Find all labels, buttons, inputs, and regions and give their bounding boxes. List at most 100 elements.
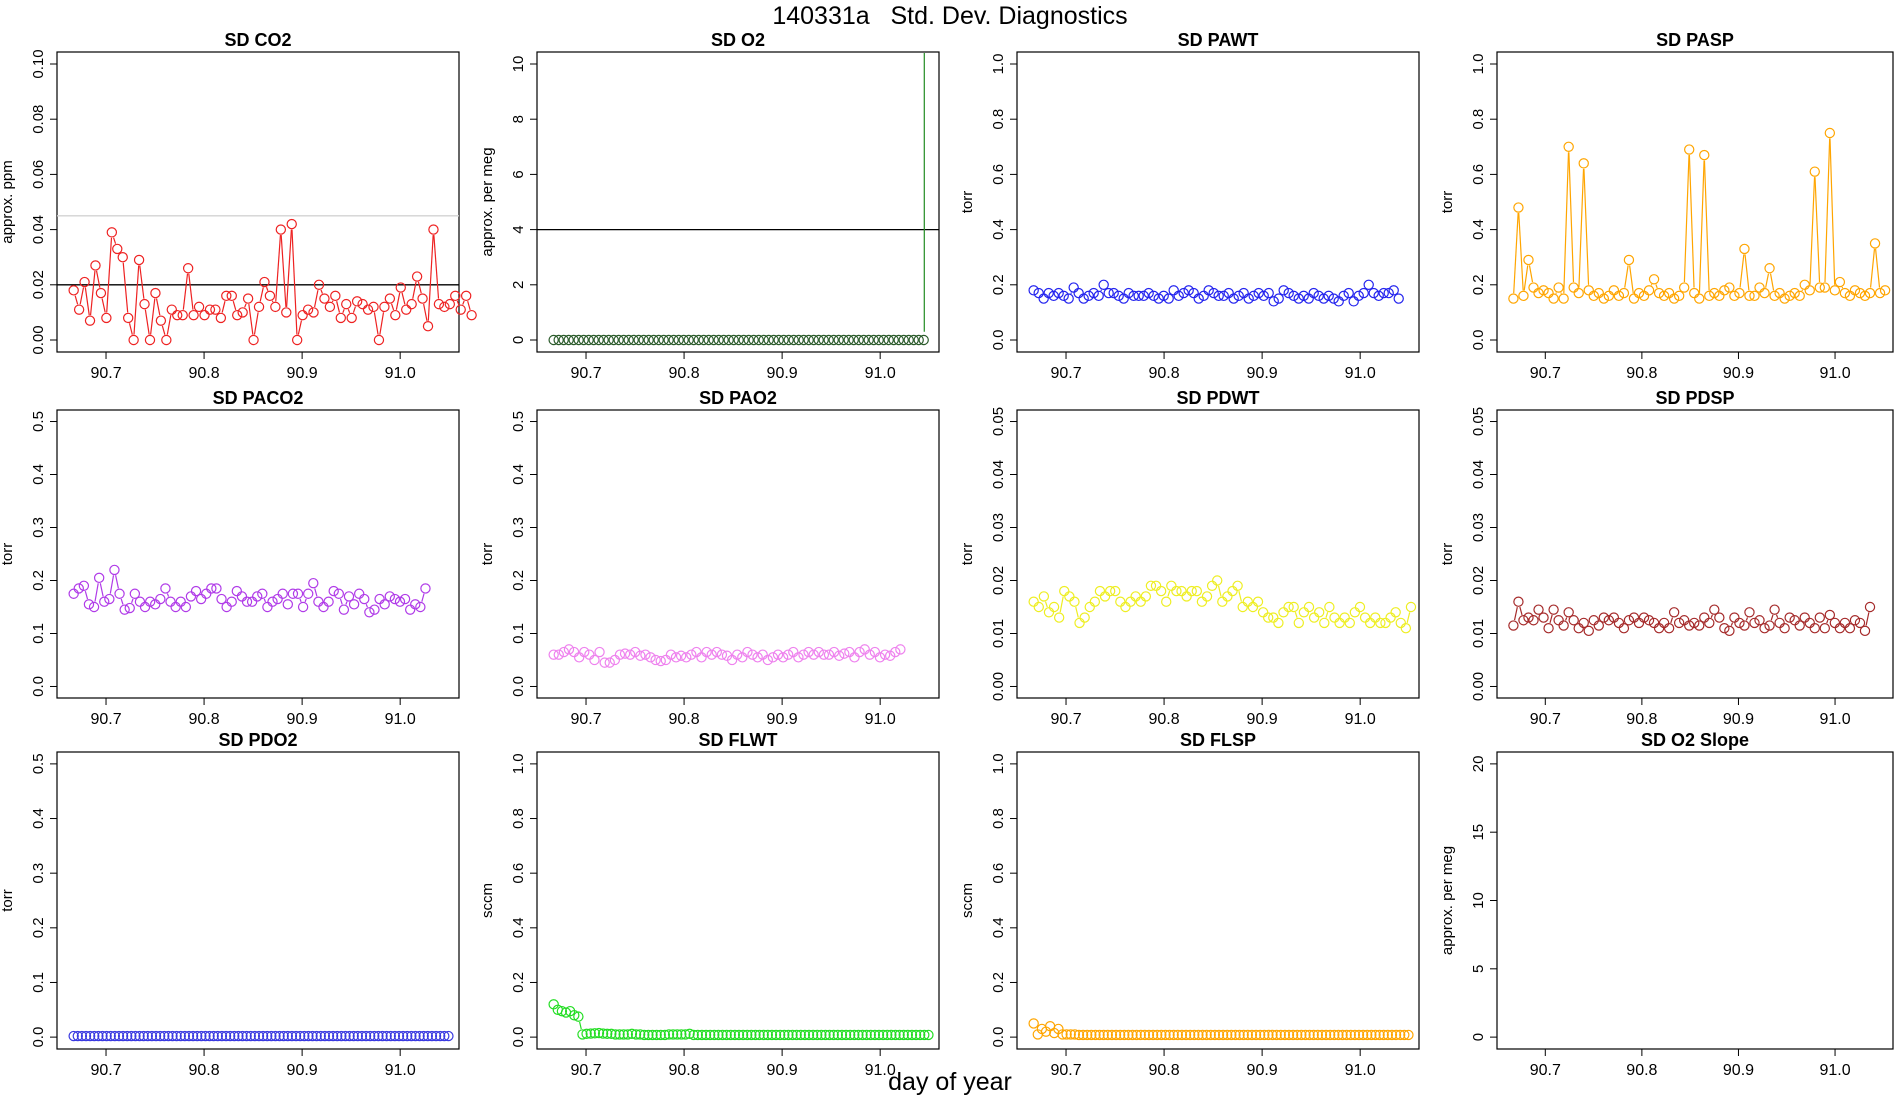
data-point (1864, 601, 1876, 613)
data-point (1123, 287, 1134, 299)
y-tick-label: 1.0 (990, 753, 1007, 774)
data-point (1303, 601, 1315, 613)
data-point (1068, 282, 1079, 293)
data-point (1363, 279, 1374, 290)
data-point (713, 334, 724, 346)
data-point (1257, 607, 1269, 618)
data-point (1523, 254, 1534, 266)
data-point (1799, 612, 1810, 623)
data-point (1719, 285, 1730, 296)
data-point (589, 654, 600, 666)
series-segment (1549, 614, 1553, 624)
series-segment (395, 292, 401, 310)
data-point (377, 1030, 388, 1042)
y-axis-label: approx. ppm (0, 160, 16, 243)
data-point (1613, 617, 1625, 629)
data-point (1130, 591, 1141, 602)
series-segment (286, 229, 292, 307)
data-point (1709, 287, 1720, 299)
data-point (332, 1030, 343, 1042)
data-point (563, 334, 574, 346)
data-point (844, 1029, 856, 1041)
data-point (1633, 617, 1645, 629)
data-point (1201, 591, 1213, 602)
data-point (857, 1029, 868, 1041)
y-tick-label: 0.00 (990, 672, 1007, 701)
y-tick-label: 20 (1470, 756, 1487, 773)
data-point (165, 596, 176, 607)
data-point (307, 1030, 318, 1042)
x-tick-label: 90.7 (570, 711, 601, 728)
data-point (793, 334, 804, 346)
data-point (1283, 601, 1294, 613)
data-point (106, 227, 118, 238)
data-point (1043, 607, 1055, 618)
data-point (684, 1028, 695, 1040)
y-axis-label: torr (1439, 543, 1456, 566)
data-point (215, 312, 227, 324)
data-point (1283, 1029, 1295, 1041)
data-point (877, 1029, 889, 1041)
x-tick-label: 90.9 (1723, 1062, 1754, 1079)
y-tick-label: 0.00 (30, 325, 47, 354)
data-point (767, 652, 779, 663)
data-point (144, 596, 156, 607)
data-point (791, 1029, 802, 1041)
data-point (297, 601, 309, 613)
panel-11: SD O2 Slope approx. per meg 0 5 10 15 20 90.7 90… (1439, 730, 1894, 1079)
y-tick-label: 0.04 (1470, 460, 1487, 489)
data-point (770, 1029, 782, 1041)
data-point (558, 646, 570, 658)
data-point (308, 577, 319, 589)
series-segment (131, 598, 134, 604)
data-point (1399, 1029, 1410, 1041)
data-point (114, 588, 125, 599)
data-point (1287, 1029, 1299, 1041)
series-segment (1059, 596, 1064, 613)
data-point (820, 1029, 831, 1041)
data-point (783, 649, 794, 660)
data-point (799, 1029, 811, 1041)
data-point (1779, 293, 1790, 304)
data-point (813, 646, 824, 658)
x-tick-label: 90.9 (767, 711, 798, 728)
data-point (1573, 287, 1584, 299)
data-point (610, 1029, 621, 1040)
data-point (723, 334, 734, 346)
data-point (1613, 290, 1625, 302)
data-point (1618, 287, 1630, 299)
data-point (762, 654, 774, 666)
data-point (1152, 1029, 1163, 1041)
x-tick-label: 90.8 (1149, 1062, 1180, 1079)
data-point (701, 646, 712, 658)
data-point (655, 655, 666, 667)
data-point (113, 1030, 125, 1042)
data-point (68, 285, 79, 296)
data-point (653, 334, 664, 346)
data-point (394, 596, 406, 607)
data-point (1668, 607, 1680, 618)
data-point (241, 596, 253, 607)
data-point (1077, 1029, 1089, 1041)
data-point (1078, 293, 1089, 304)
x-tick-label: 90.8 (189, 711, 220, 728)
data-point (1543, 622, 1554, 634)
series-segment (1075, 606, 1079, 618)
data-point (1709, 604, 1720, 615)
x-tick-label: 90.8 (1149, 365, 1180, 382)
data-point (1339, 612, 1350, 623)
data-point (598, 334, 609, 346)
data-point (410, 1030, 421, 1042)
data-point (1250, 1029, 1262, 1041)
data-point (1583, 285, 1594, 296)
data-point (323, 596, 334, 607)
series-segment (109, 575, 115, 594)
data-point (1288, 290, 1299, 302)
data-point (1819, 622, 1831, 634)
x-tick-label: 91.0 (865, 711, 896, 728)
data-point (122, 1030, 133, 1042)
data-point (858, 334, 869, 346)
data-point (1098, 1029, 1109, 1041)
data-point (1183, 285, 1194, 296)
series-segment (379, 312, 385, 335)
